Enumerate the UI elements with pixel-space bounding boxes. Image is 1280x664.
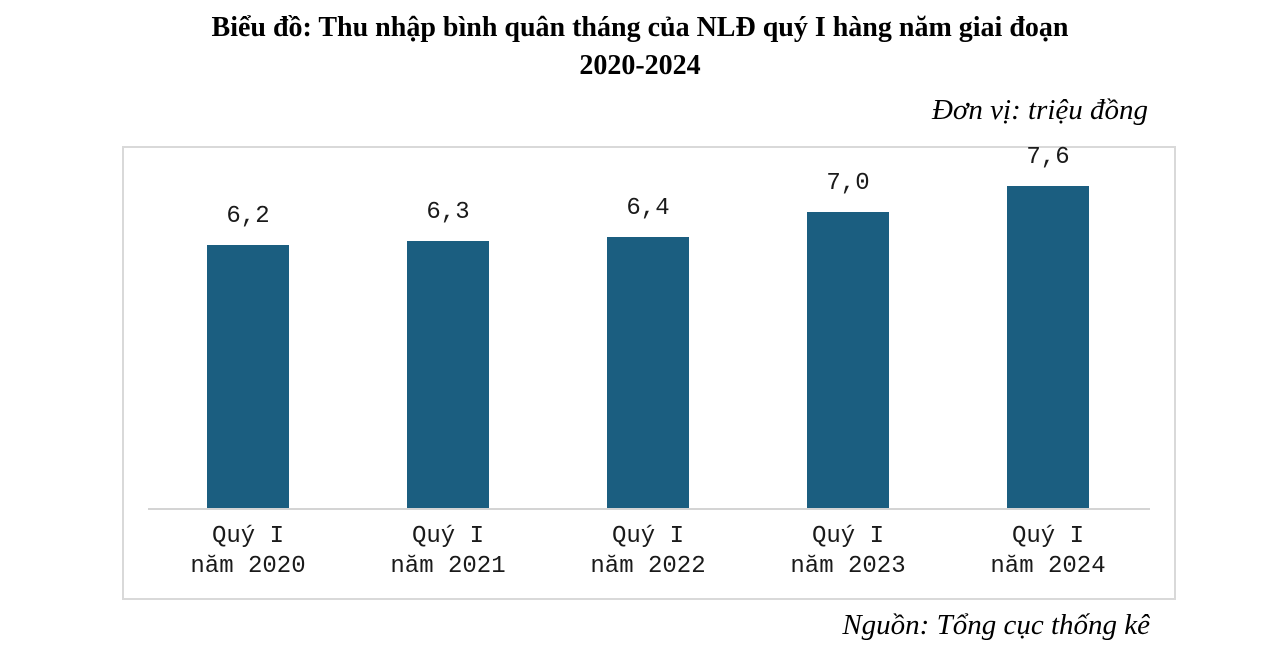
bar-value-label: 6,4 (626, 195, 670, 222)
x-axis-category-label: Quý I năm 2020 (138, 522, 358, 582)
category-line1: Quý I (611, 523, 684, 550)
chart-title-line2: 2020-2024 (579, 50, 701, 81)
category-line1: Quý I (411, 523, 484, 550)
x-axis-category-label: Quý I năm 2022 (538, 522, 758, 582)
bar-quý-i-năm-2023 (807, 212, 889, 508)
category-line2: năm 2024 (990, 553, 1106, 580)
x-axis-category-label: Quý I năm 2024 (938, 522, 1158, 582)
bar-quý-i-năm-2022 (607, 237, 689, 508)
chart-title-line1: Biểu đồ: Thu nhập bình quân tháng của NL… (211, 12, 1069, 43)
bar-quý-i-năm-2024 (1007, 186, 1089, 508)
category-line1: Quý I (1011, 523, 1084, 550)
bar-value-label: 7,0 (826, 170, 870, 197)
plot-area: 6,2 Quý I năm 2020 6,3 Quý I năm 2021 6,4 Quý I… (122, 144, 1176, 600)
category-line1: Quý I (811, 523, 884, 550)
x-axis-line (148, 508, 1150, 510)
bar-quý-i-năm-2020 (207, 245, 289, 508)
category-line2: năm 2023 (790, 553, 906, 580)
unit-label: Đơn vị: triệu đồng (931, 94, 1148, 126)
bar-value-label: 7,6 (1026, 144, 1070, 171)
category-line1: Quý I (211, 523, 284, 550)
chart-title: Biểu đồ: Thu nhập bình quân tháng của NL… (0, 9, 1280, 85)
bar-value-label: 6,3 (426, 199, 470, 226)
category-line2: năm 2021 (390, 553, 506, 580)
x-axis-category-label: Quý I năm 2023 (738, 522, 958, 582)
bar-value-label: 6,2 (226, 203, 270, 230)
source-label: Nguồn: Tổng cục thống kê (842, 609, 1150, 641)
category-line2: năm 2022 (590, 553, 706, 580)
bar-quý-i-năm-2021 (407, 241, 489, 508)
x-axis-category-label: Quý I năm 2021 (338, 522, 558, 582)
category-line2: năm 2020 (190, 553, 306, 580)
